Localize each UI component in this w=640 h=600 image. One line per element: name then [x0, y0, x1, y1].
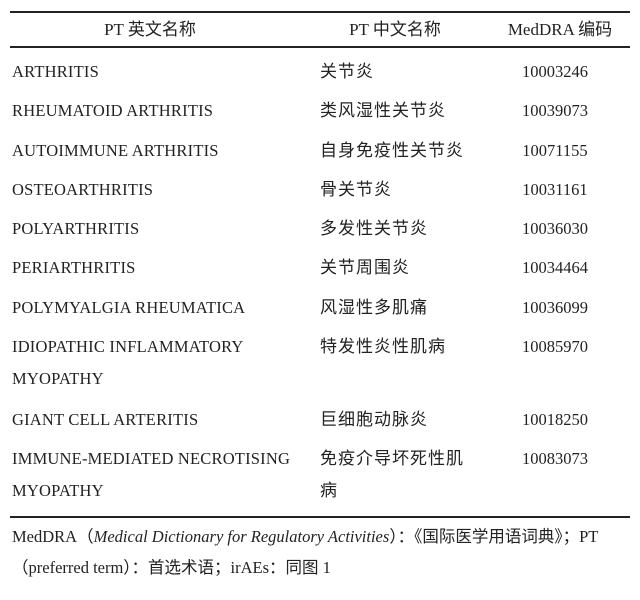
- meddra-code: 10034464: [522, 258, 588, 278]
- footnote-italic: Medical Dictionary for Regulatory Activi…: [93, 527, 390, 546]
- meddra-code: 10036099: [522, 297, 588, 317]
- pt-chinese: 骨关节炎: [320, 179, 392, 199]
- footnote-text: ）：《国际医学用语词典》；PT（preferred term）：首选术语；irA…: [12, 527, 599, 577]
- pt-english: IDIOPATHIC INFLAMMATORY MYOPATHY: [12, 337, 243, 389]
- table-row: ARTHRITIS 关节炎 10003246: [0, 52, 640, 91]
- table-row: PERIARTHRITIS 关节周围炎 10034464: [0, 248, 640, 287]
- header-meddra-code: MedDRA 编码: [507, 20, 613, 39]
- table-row: POLYMYALGIA RHEUMATICA 风湿性多肌痛 10036099: [0, 288, 640, 327]
- meddra-code: 10085970: [522, 337, 588, 357]
- pt-english: PERIARTHRITIS: [12, 258, 136, 278]
- pt-chinese: 自身免疫性关节炎: [320, 140, 464, 160]
- pt-english: IMMUNE-MEDIATED NECROTISING MYOPATHY: [12, 449, 291, 501]
- table-row: RHEUMATOID ARTHRITIS 类风湿性关节炎 10039073: [0, 91, 640, 130]
- pt-english: POLYARTHRITIS: [12, 219, 140, 239]
- table-top-rule: [10, 11, 630, 13]
- pt-chinese: 关节炎: [320, 62, 374, 81]
- pt-chinese: 特发性炎性肌病: [320, 337, 446, 357]
- pt-english: ARTHRITIS: [12, 62, 99, 81]
- meddra-code: 10003246: [522, 62, 588, 81]
- meddra-code: 10018250: [522, 410, 588, 430]
- meddra-code: 10039073: [522, 101, 588, 121]
- table-row: IMMUNE-MEDIATED NECROTISING MYOPATHY 免疫介导…: [0, 439, 640, 515]
- pt-chinese: 类风湿性关节炎: [320, 101, 446, 121]
- meddra-code: 10031161: [522, 179, 588, 199]
- pt-english: POLYMYALGIA RHEUMATICA: [12, 297, 246, 317]
- table-row: GIANT CELL ARTERITIS 巨细胞动脉炎 10018250: [0, 400, 640, 439]
- table-row: OSTEOARTHRITIS 骨关节炎 10031161: [0, 170, 640, 209]
- table-bottom-rule: [10, 516, 630, 518]
- pt-english: GIANT CELL ARTERITIS: [12, 410, 199, 430]
- header-rule: [10, 46, 630, 48]
- pt-english: OSTEOARTHRITIS: [12, 179, 154, 199]
- table-body: ARTHRITIS 关节炎 10003246 RHEUMATOID ARTHRITI…: [0, 52, 640, 515]
- header-pt-chinese: PT 中文名称: [349, 20, 441, 39]
- table-row: POLYARTHRITIS 多发性关节炎 10036030: [0, 209, 640, 248]
- pt-chinese: 免疫介导坏死性肌病: [320, 449, 464, 501]
- pt-english: AUTOIMMUNE ARTHRITIS: [12, 140, 219, 160]
- pt-chinese: 巨细胞动脉炎: [320, 410, 428, 430]
- table-row: AUTOIMMUNE ARTHRITIS 自身免疫性关节炎 10071155: [0, 131, 640, 170]
- pt-chinese: 关节周围炎: [320, 258, 410, 278]
- meddra-code: 10036030: [522, 219, 588, 239]
- pt-chinese: 多发性关节炎: [320, 219, 428, 239]
- pt-chinese: 风湿性多肌痛: [320, 297, 428, 317]
- pt-english: RHEUMATOID ARTHRITIS: [12, 101, 214, 121]
- footnote-text: MedDRA（: [12, 527, 94, 546]
- meddra-code: 10083073: [522, 449, 588, 469]
- table-row: IDIOPATHIC INFLAMMATORY MYOPATHY 特发性炎性肌病 1…: [0, 327, 640, 400]
- table-footnote: MedDRA（Medical Dictionary for Regulatory…: [12, 521, 632, 583]
- header-pt-english: PT 英文名称: [104, 20, 196, 39]
- meddra-code: 10071155: [522, 140, 588, 160]
